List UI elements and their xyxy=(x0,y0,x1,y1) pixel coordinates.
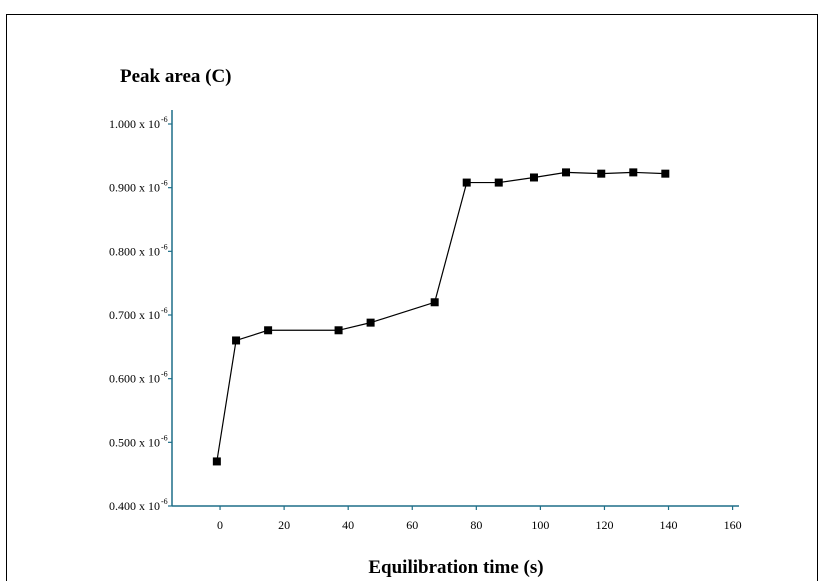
data-point-marker xyxy=(366,318,375,327)
x-tick-label: 40 xyxy=(342,518,354,532)
data-point-marker xyxy=(212,457,221,466)
y-tick-exponent: -6 xyxy=(161,370,168,379)
x-tick-label: 160 xyxy=(724,518,742,532)
data-point-marker xyxy=(494,178,503,187)
y-tick-label: 0.900 x 10 xyxy=(109,181,160,195)
x-tick-label: 100 xyxy=(531,518,549,532)
data-point-marker xyxy=(597,169,606,178)
y-tick-label: 0.800 x 10 xyxy=(109,244,160,258)
x-tick-label: 20 xyxy=(278,518,290,532)
x-tick-label: 80 xyxy=(470,518,482,532)
data-point-marker xyxy=(562,168,571,177)
series-layer xyxy=(212,168,670,466)
data-point-marker xyxy=(661,169,670,178)
y-axis-label: Peak area (C) xyxy=(120,66,232,87)
y-tick-label: 0.500 x 10 xyxy=(109,435,160,449)
x-ticks: 0 20 40 60 80 100 120 140 160 xyxy=(217,506,742,532)
x-tick-label: 60 xyxy=(406,518,418,532)
y-tick-exponent: -6 xyxy=(161,242,168,251)
y-tick-exponent: -6 xyxy=(161,497,168,506)
x-tick-label: 120 xyxy=(595,518,613,532)
y-tick-exponent: -6 xyxy=(161,115,168,124)
data-point-marker xyxy=(430,298,439,307)
data-point-marker xyxy=(629,168,638,177)
x-tick-label: 0 xyxy=(217,518,223,532)
data-point-marker xyxy=(529,173,538,182)
x-axis-label: Equilibration time (s) xyxy=(368,557,543,578)
y-tick-exponent: -6 xyxy=(161,179,168,188)
y-tick-exponent: -6 xyxy=(161,433,168,442)
y-tick-exponent: -6 xyxy=(161,306,168,315)
data-point-marker xyxy=(232,336,241,345)
data-point-marker xyxy=(264,326,273,335)
data-point-marker xyxy=(462,178,471,187)
y-ticks: 0.400 x 10 -60.500 x 10 -60.600 x 10 -60.70… xyxy=(109,115,172,513)
series-line xyxy=(216,171,666,462)
y-tick-label: 0.600 x 10 xyxy=(109,372,160,386)
y-tick-label: 0.400 x 10 xyxy=(109,499,160,513)
data-point-marker xyxy=(334,326,343,335)
y-tick-label: 1.000 x 10 xyxy=(109,117,160,131)
y-tick-label: 0.700 x 10 xyxy=(109,308,160,322)
x-tick-label: 140 xyxy=(660,518,678,532)
chart-frame xyxy=(6,14,818,581)
